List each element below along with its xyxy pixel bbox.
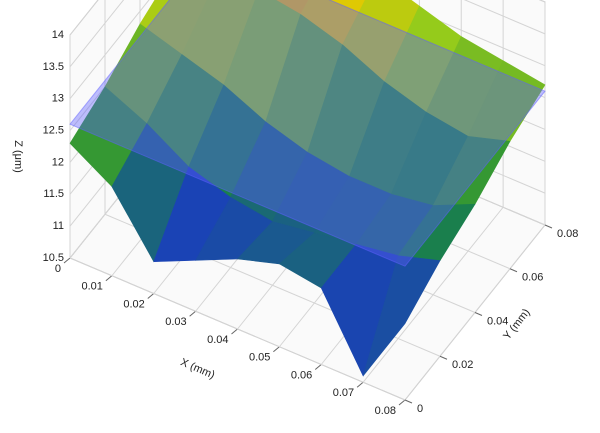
y-tick xyxy=(509,268,518,273)
y-tick xyxy=(474,312,483,316)
z-tick-label: 14 xyxy=(52,29,64,41)
grid-line xyxy=(463,0,546,35)
x-tick xyxy=(189,310,196,317)
y-tick-label: 0 xyxy=(417,403,423,415)
y-tick xyxy=(439,355,448,360)
x-tick-label: 0.03 xyxy=(165,316,186,328)
grid-line xyxy=(69,0,150,100)
x-tick-label: 0 xyxy=(55,263,61,275)
x-tick-label: 0.02 xyxy=(123,298,144,310)
x-tick xyxy=(314,364,322,370)
z-tick-label: 12 xyxy=(52,156,64,168)
x-tick-label: 0.07 xyxy=(333,387,354,399)
z-tick-label: 13.5 xyxy=(43,61,64,73)
x-tick xyxy=(63,257,71,264)
y-tick-label: 0.02 xyxy=(452,359,473,371)
z-tick-label: 13 xyxy=(52,93,64,105)
x-tick-label: 0.08 xyxy=(375,405,396,417)
x-tick-label: 0.05 xyxy=(249,352,270,364)
grid-line xyxy=(69,257,406,401)
z-tick-label: 12.5 xyxy=(43,124,64,136)
x-tick xyxy=(273,346,280,353)
grid-line xyxy=(69,0,125,68)
y-tick-label: 0.04 xyxy=(487,315,508,327)
x-tick xyxy=(147,293,155,299)
x-tick xyxy=(105,275,113,282)
x-tick-label: 0.06 xyxy=(291,369,312,381)
z-axis-label: Z (μm) xyxy=(12,140,24,173)
y-tick xyxy=(404,399,413,404)
x-axis-label: X (mm) xyxy=(179,356,217,381)
x-tick xyxy=(356,381,364,388)
z-tick-label: 10.5 xyxy=(43,252,64,264)
y-tick-label: 0.08 xyxy=(557,228,578,240)
z-tick-label: 11.5 xyxy=(43,188,64,200)
x-tick-label: 0.04 xyxy=(207,334,228,346)
x-tick-label: 0.01 xyxy=(81,281,102,293)
grid-line xyxy=(69,0,99,36)
reference-plane xyxy=(69,0,546,267)
surface-patch xyxy=(362,255,441,377)
x-tick xyxy=(231,328,238,335)
grid-line xyxy=(388,0,546,67)
y-tick xyxy=(544,224,553,229)
z-tick-label: 11 xyxy=(53,220,64,232)
x-tick xyxy=(398,399,406,406)
y-tick-label: 0.06 xyxy=(522,272,543,284)
